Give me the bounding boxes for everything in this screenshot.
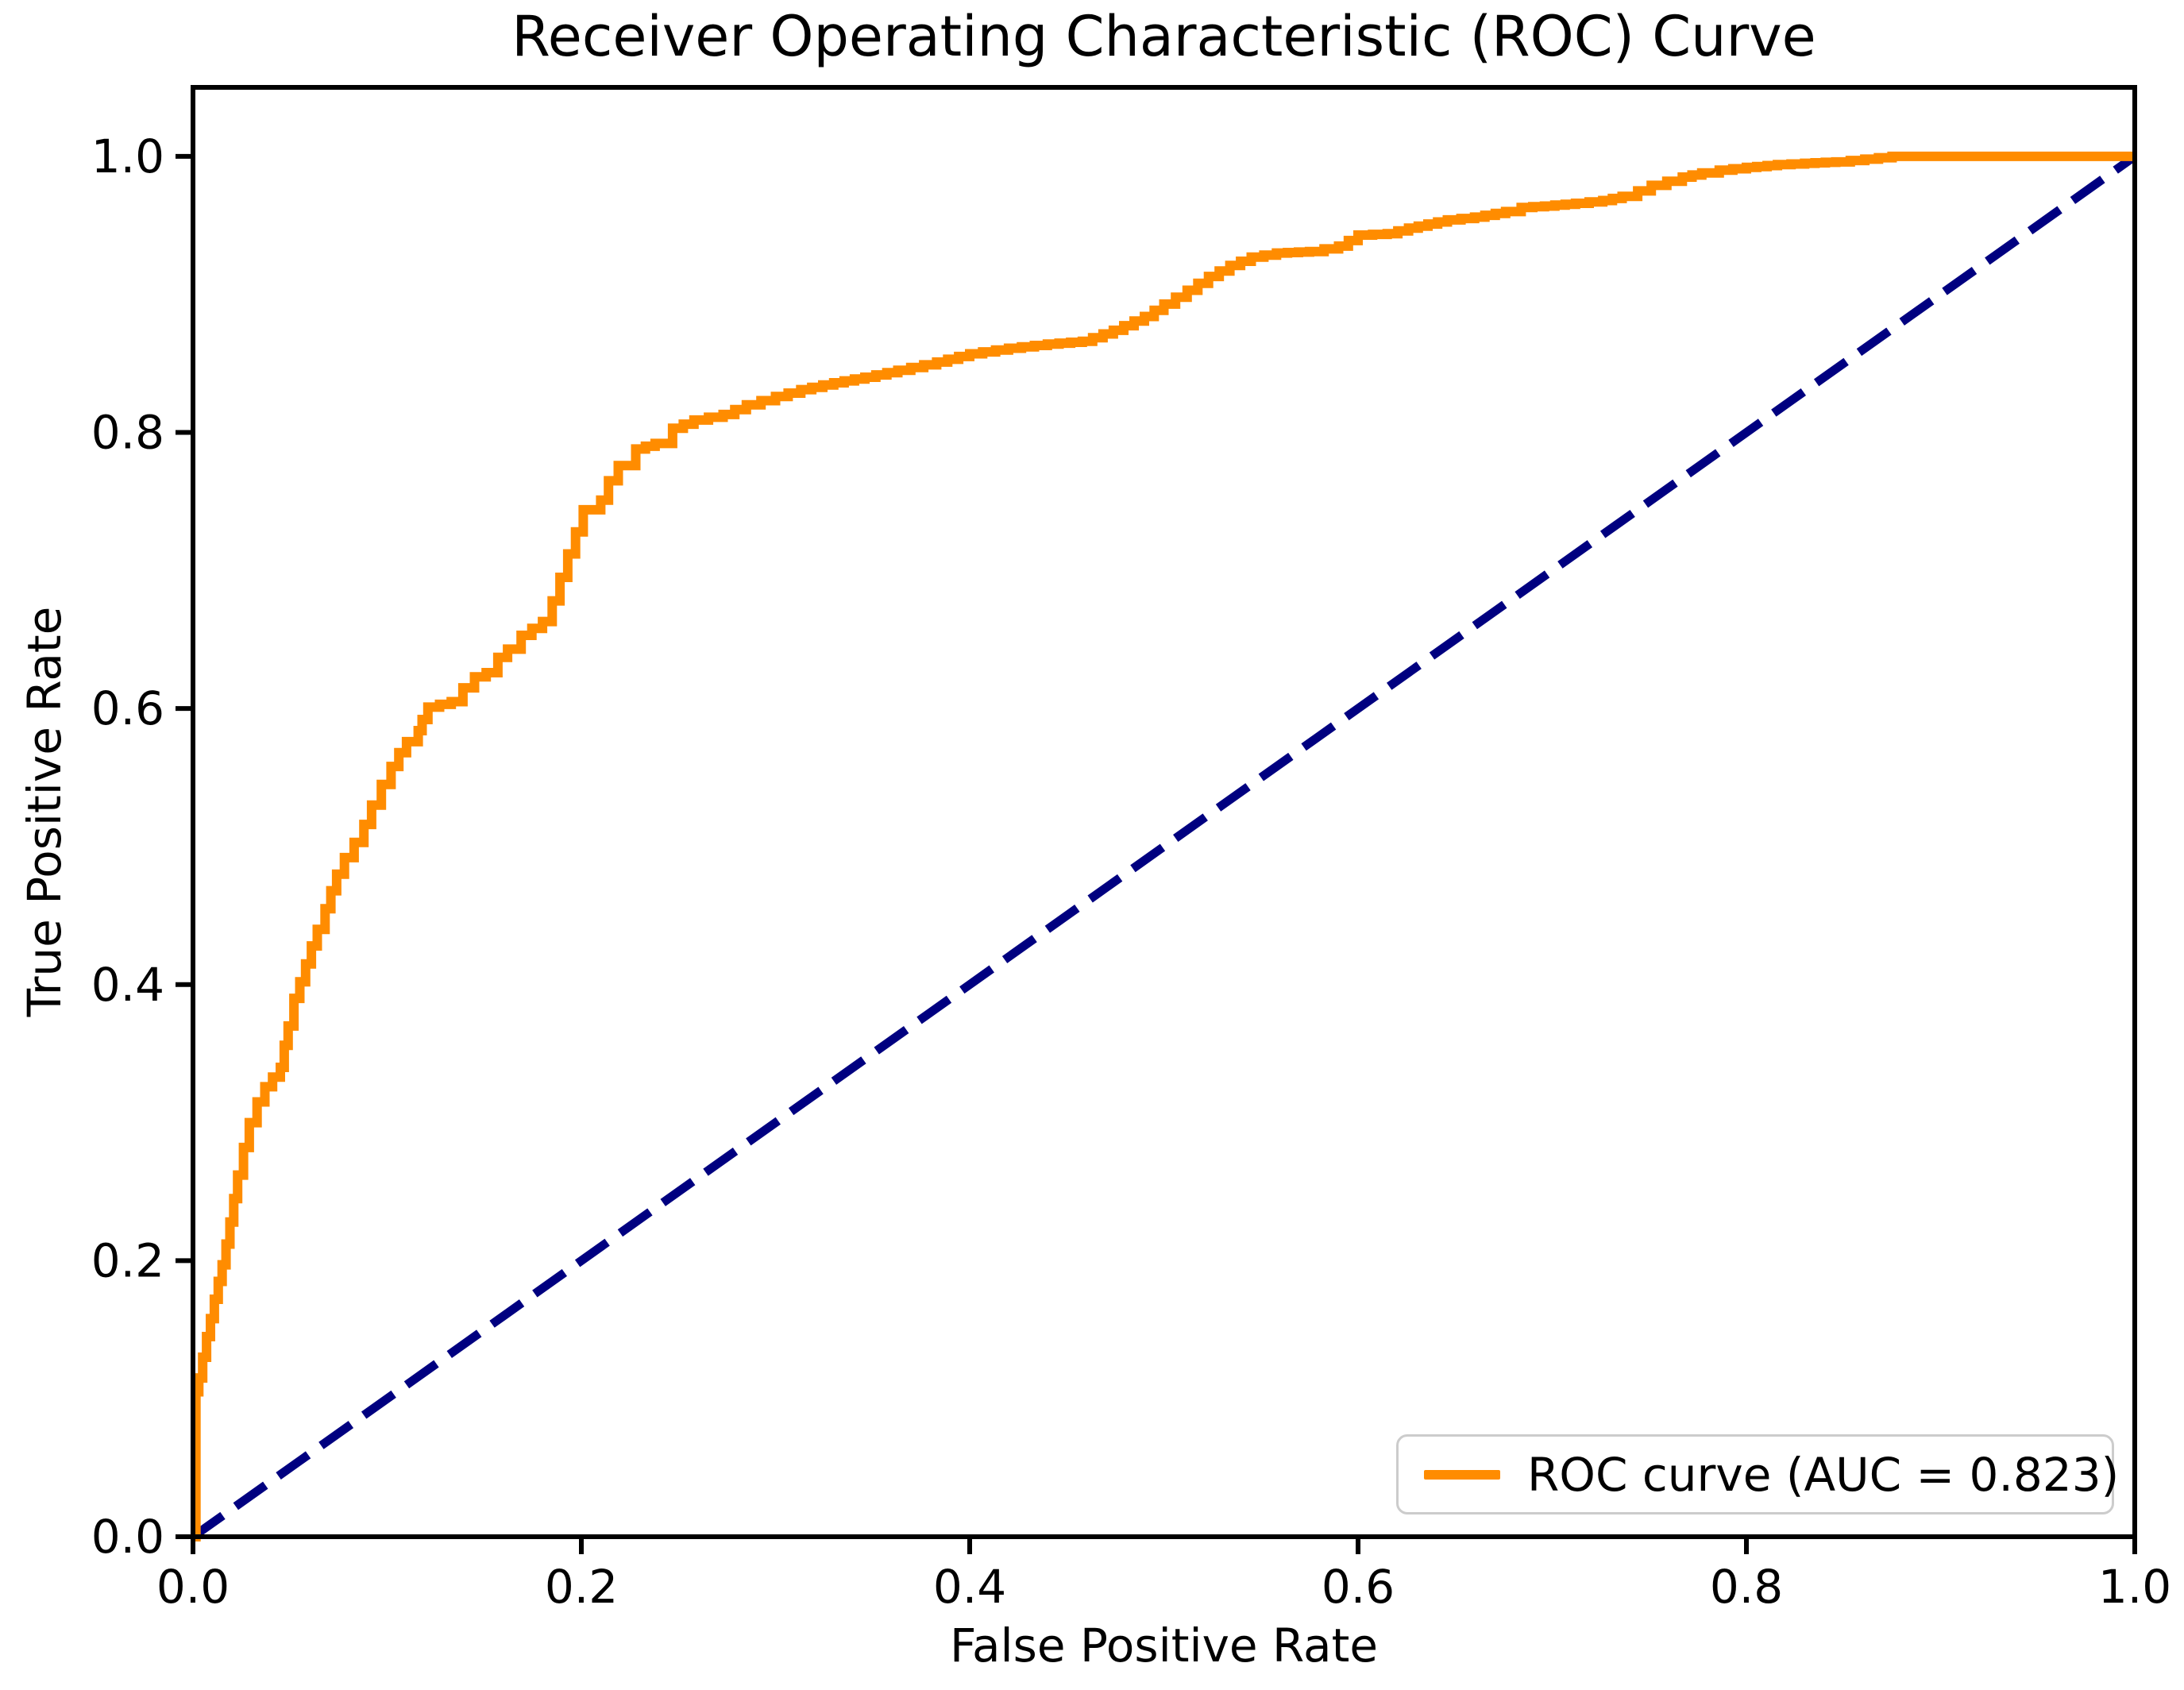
x-axis-label: False Positive Rate	[949, 1619, 1379, 1673]
legend: ROC curve (AUC = 0.823)	[1396, 1434, 2119, 1514]
y-tick-label: 0.2	[91, 1233, 164, 1287]
x-tick-label: 0.8	[1710, 1560, 1783, 1614]
axes-frame	[191, 85, 2137, 1539]
x-tick-label: 0.6	[1322, 1560, 1395, 1614]
y-tick-label: 0.6	[91, 681, 164, 735]
y-tick-label: 0.4	[91, 958, 164, 1012]
y-tick-label: 0.8	[91, 406, 164, 460]
chart-title: Receiver Operating Characteristic (ROC) …	[511, 4, 1816, 69]
y-tick-label: 1.0	[91, 129, 164, 183]
roc-curve-line	[191, 151, 2135, 1541]
x-tick-label: 0.4	[933, 1560, 1006, 1614]
y-axis-label: True Positive Rate	[17, 606, 71, 1017]
x-tick-label: 1.0	[2098, 1560, 2171, 1614]
x-tick-label: 0.0	[156, 1560, 230, 1614]
y-tick-label: 0.0	[91, 1510, 164, 1564]
x-tick-label: 0.2	[545, 1560, 618, 1614]
chance-diagonal-line	[190, 152, 2138, 1541]
legend-label: ROC curve (AUC = 0.823)	[1527, 1447, 2120, 1502]
legend-roc-line-sample	[1424, 1469, 1500, 1480]
